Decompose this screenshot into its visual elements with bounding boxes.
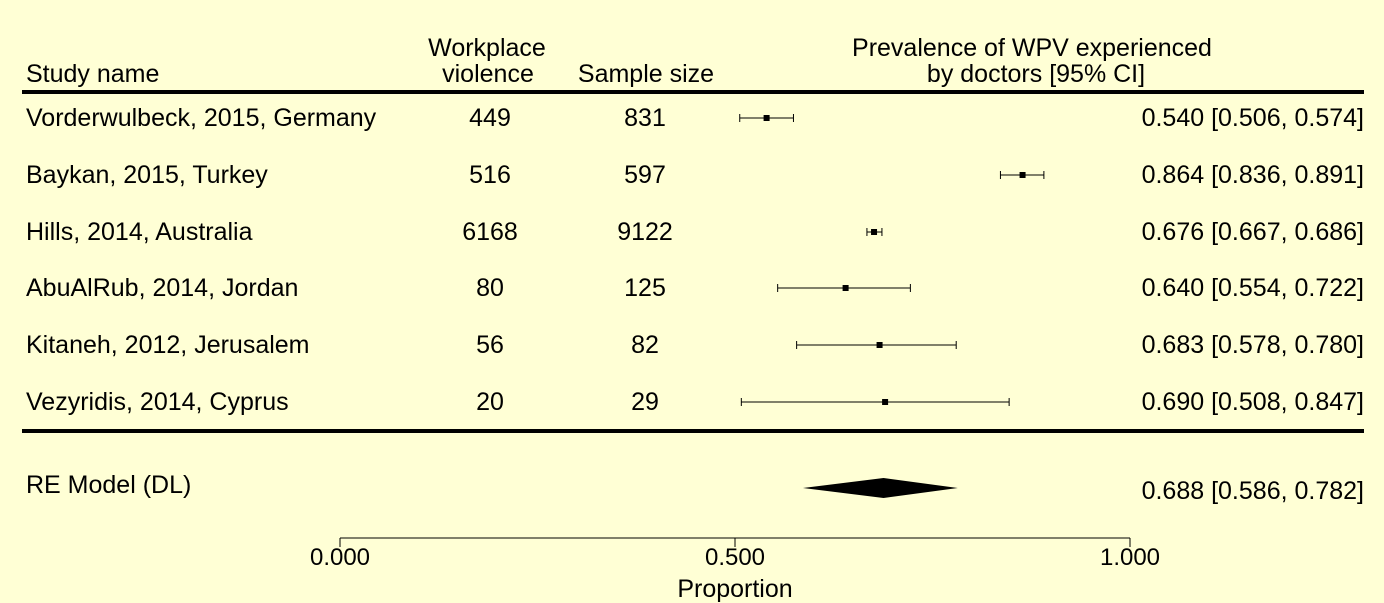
study-events: 20 [476,388,504,416]
point-estimate [842,285,849,291]
summary-diamond [802,478,958,498]
x-axis: 0.000 0.500 1.000 [310,537,1160,571]
study-events: 516 [469,161,511,189]
study-row: Vezyridis, 2014, Cyprus 20 29 0.690 [0.508,… [26,388,1364,416]
study-estimate-label: 0.640 [0.554, 0.722] [1142,274,1364,302]
header-workplace-violence-line1: Workplace [428,34,546,62]
study-name: Vorderwulbeck, 2015, Germany [26,104,377,132]
study-row: Baykan, 2015, Turkey 516 597 0.864 [0.836, … [26,161,1364,189]
point-estimate [871,229,878,235]
study-row: Hills, 2014, Australia 6168 9122 0.676 [0.6… [26,218,1364,246]
header-study-name: Study name [26,60,159,88]
study-estimate-label: 0.683 [0.578, 0.780] [1142,331,1364,359]
point-estimate [1019,172,1026,178]
study-estimate-label: 0.540 [0.506, 0.574] [1142,104,1364,132]
study-estimate-label: 0.690 [0.508, 0.847] [1142,388,1364,416]
study-sample-size: 82 [631,331,659,359]
x-tick-label: 0.000 [310,544,370,571]
study-sample-size: 597 [624,161,666,189]
study-row: Vorderwulbeck, 2015, Germany 449 831 0.540 … [26,104,1364,132]
study-row: Kitaneh, 2012, Jerusalem 56 82 0.683 [0.578… [26,331,1364,359]
study-estimate-label: 0.864 [0.836, 0.891] [1142,161,1364,189]
study-sample-size: 125 [624,274,666,302]
header-sample-size: Sample size [578,60,714,88]
x-tick-label: 0.500 [705,544,765,571]
point-estimate [876,342,883,348]
study-rows: Vorderwulbeck, 2015, Germany 449 831 0.540 … [26,104,1364,416]
summary-name: RE Model (DL) [26,471,191,499]
x-tick-label: 1.000 [1100,544,1160,571]
x-axis-title: Proportion [677,575,792,603]
study-name: AbuAlRub, 2014, Jordan [26,274,298,302]
study-name: Vezyridis, 2014, Cyprus [26,388,289,416]
header-workplace-violence-line2: violence [442,60,534,88]
study-name: Hills, 2014, Australia [26,218,253,246]
study-name: Baykan, 2015, Turkey [26,161,268,189]
study-events: 56 [476,331,504,359]
header-prevalence-line1: Prevalence of WPV experienced [852,34,1212,62]
study-sample-size: 9122 [617,218,673,246]
study-sample-size: 29 [631,388,659,416]
study-events: 6168 [462,218,518,246]
study-sample-size: 831 [624,104,666,132]
study-events: 449 [469,104,511,132]
header-prevalence-line2: by doctors [95% CI] [927,60,1145,88]
point-estimate [763,115,770,121]
study-estimate-label: 0.676 [0.667, 0.686] [1142,218,1364,246]
summary-estimate-label: 0.688 [0.586, 0.782] [1142,477,1364,505]
study-events: 80 [476,274,504,302]
study-row: AbuAlRub, 2014, Jordan 80 125 0.640 [0.554,… [26,274,1364,302]
point-estimate [882,399,889,405]
study-name: Kitaneh, 2012, Jerusalem [26,331,310,359]
